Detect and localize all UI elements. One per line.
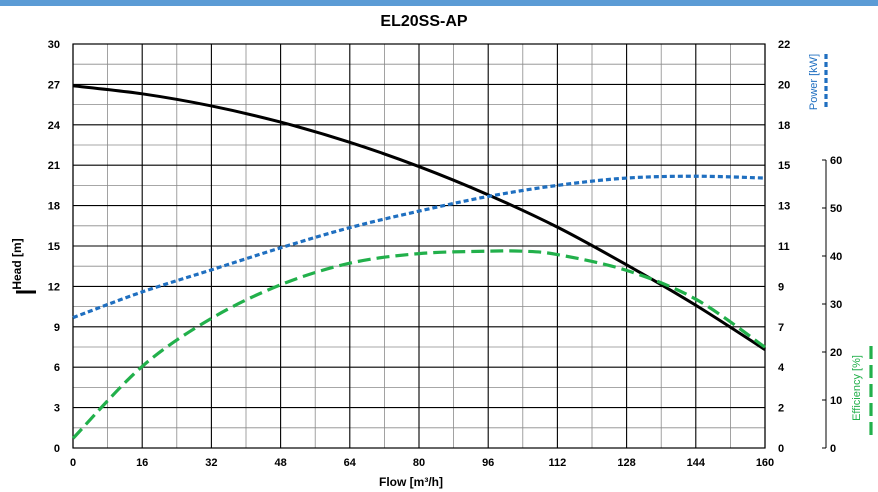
y-tick-label: 15 [48,241,60,253]
y2-tick-label: 9 [778,281,784,293]
top-accent-bar [0,0,878,6]
x-tick-label: 16 [136,457,148,469]
series-line-power [72,174,766,320]
y3-tick-label: 20 [830,347,842,359]
y2-tick-label: 13 [778,201,790,213]
y-tick-label: 12 [48,281,60,293]
y2-tick-label: 2 [778,403,784,415]
y3-tick-label: 0 [830,443,836,455]
x-tick-label: 96 [482,457,494,469]
y3-axis-label: Efficiency [%] [851,355,863,421]
y3-tick-label: 30 [830,299,842,311]
y-tick-label: 18 [48,201,60,213]
y-tick-label: 6 [54,362,60,374]
x-tick-label: 112 [549,457,567,469]
x-tick-label: 48 [274,457,286,469]
y-tick-label: 21 [48,160,60,172]
y2-tick-label: 4 [778,362,785,374]
x-axis-label: Flow [m³/h] [379,475,443,489]
y-tick-label: 27 [48,79,60,91]
y-tick-label: 24 [48,120,61,132]
x-tick-label: 32 [205,457,217,469]
y2-tick-label: 18 [778,120,790,132]
y3-tick-label: 60 [830,155,842,167]
y2-tick-label: 22 [778,39,790,51]
x-tick-label: 0 [70,457,76,469]
y3-tick-label: 10 [830,395,842,407]
y-tick-label: 0 [54,443,60,455]
x-tick-label: 64 [344,457,357,469]
y-tick-label: 30 [48,39,60,51]
y2-tick-label: 11 [778,241,790,253]
tick-labels: 0 16 32 48 64 80 96 112 128 144 160036912151821242… [48,39,843,469]
y3-tick-label: 40 [830,251,842,263]
series-layer [71,84,766,440]
x-tick-label: 160 [756,457,774,469]
y2-axis-label: Power [kW] [808,54,820,110]
y-axis-label: Head [m] [10,238,24,289]
y2-tick-label: 15 [778,160,790,172]
y2-tick-label: 7 [778,322,784,334]
y-tick-label: 9 [54,322,60,334]
plot-frame [72,43,766,449]
y-tick-label: 3 [54,403,60,415]
axis-legends [16,54,873,436]
y2-tick-label: 0 [778,443,784,455]
chart-title: EL20SS-AP [380,13,467,30]
series-line-head [72,84,766,351]
y2-tick-label: 20 [778,79,790,91]
y3-tick-label: 50 [830,203,842,215]
x-tick-label: 128 [617,457,635,469]
x-tick-label: 80 [413,457,425,469]
series-line-efficiency [71,249,766,440]
x-tick-label: 144 [687,457,706,469]
